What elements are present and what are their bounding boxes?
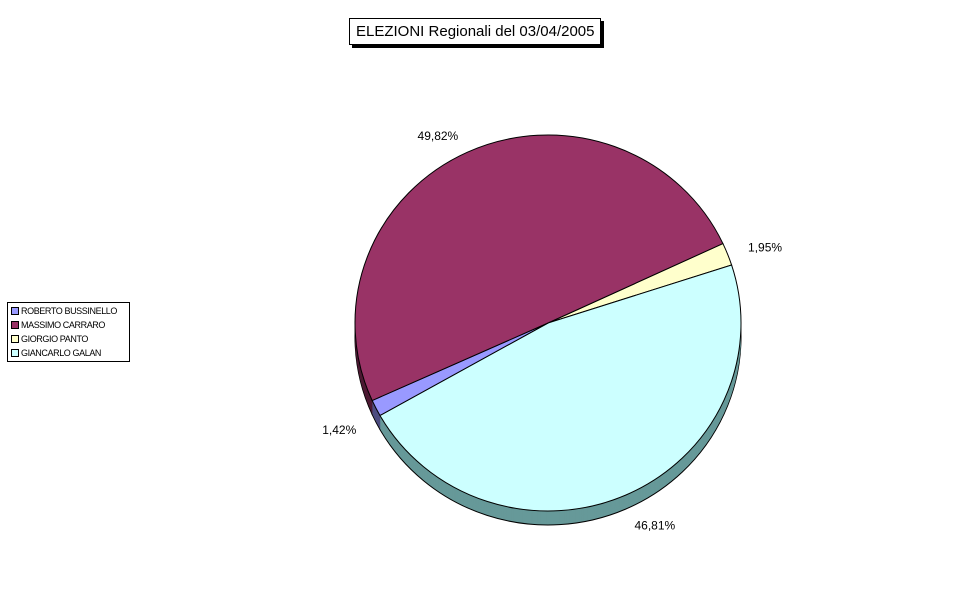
legend: ROBERTO BUSSINELLO MASSIMO CARRARO GIORG… [7, 302, 130, 362]
legend-label: GIORGIO PANTO [21, 334, 88, 344]
data-label: 1,42% [322, 423, 356, 437]
legend-item: ROBERTO BUSSINELLO [8, 304, 129, 318]
legend-swatch [11, 321, 19, 329]
legend-item: MASSIMO CARRARO [8, 318, 129, 332]
legend-label: ROBERTO BUSSINELLO [21, 306, 118, 316]
pie-slice [354, 134, 724, 402]
data-label: 49,82% [418, 129, 459, 143]
legend-item: GIANCARLO GALAN [8, 346, 129, 360]
legend-item: GIORGIO PANTO [8, 332, 129, 346]
pie-slice [379, 264, 742, 512]
data-label: 1,95% [748, 241, 782, 255]
legend-swatch [11, 307, 19, 315]
data-label: 46,81% [634, 519, 675, 533]
legend-swatch [11, 349, 19, 357]
legend-swatch [11, 335, 19, 343]
legend-label: GIANCARLO GALAN [21, 348, 102, 358]
legend-label: MASSIMO CARRARO [21, 320, 106, 330]
chart-title: ELEZIONI Regionali del 03/04/2005 [349, 18, 602, 45]
